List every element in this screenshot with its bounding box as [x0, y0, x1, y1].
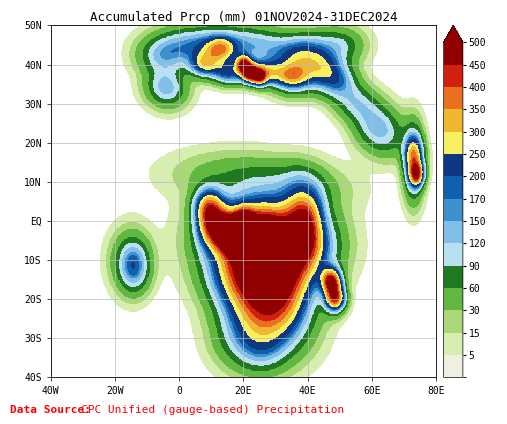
- Title: Accumulated Prcp (mm) 01NOV2024-31DEC2024: Accumulated Prcp (mm) 01NOV2024-31DEC202…: [90, 11, 397, 24]
- Text: Data Source:: Data Source:: [10, 405, 91, 416]
- PathPatch shape: [444, 25, 463, 42]
- Text: CPC Unified (gauge-based) Precipitation: CPC Unified (gauge-based) Precipitation: [81, 405, 344, 416]
